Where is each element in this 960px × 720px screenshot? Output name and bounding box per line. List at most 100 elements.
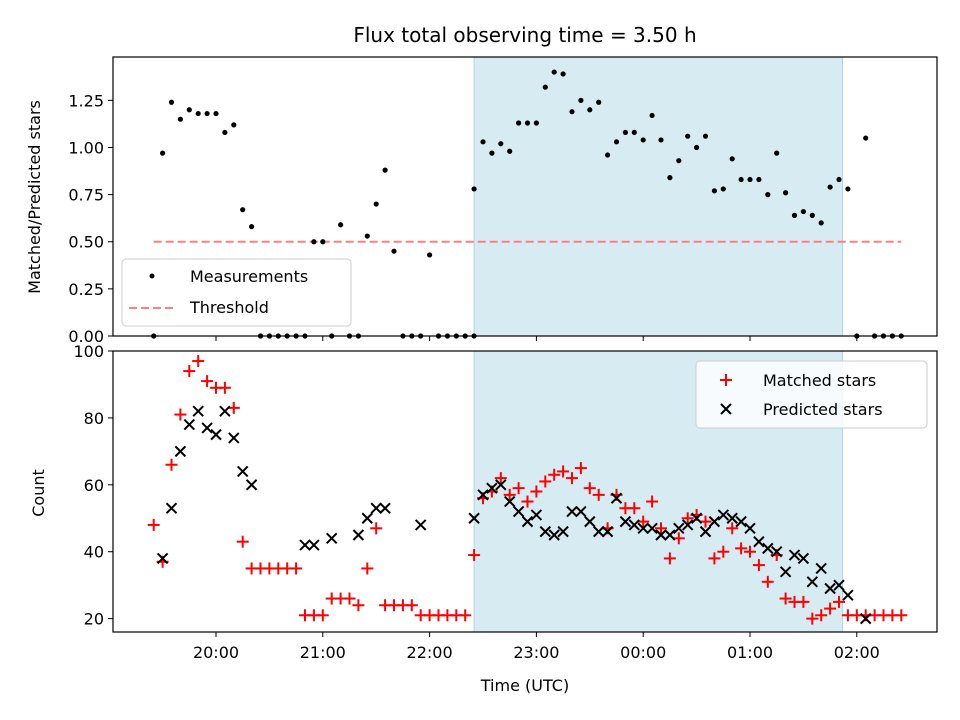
predicted-stars-point <box>584 515 596 528</box>
measurements-point <box>774 150 780 156</box>
matched-stars-point <box>218 381 231 394</box>
bottom-plot-area: 20 40 60 80 100 20:00 21:00 22:00 23:00 00:00 01:0… <box>73 342 938 662</box>
predicted-stars-point <box>690 512 703 524</box>
top-y-tick-label: 0.75 <box>68 186 104 205</box>
matched-stars-point <box>833 595 845 608</box>
predicted-stars-point-b <box>806 576 819 588</box>
predicted-stars-point-b <box>557 525 569 538</box>
measurements-point <box>649 112 655 119</box>
predicted-stars-point <box>753 535 765 548</box>
predicted-stars-point <box>210 428 222 441</box>
predicted-stars-point <box>717 509 730 521</box>
predicted-stars-point <box>192 405 204 417</box>
measurements-point <box>747 176 753 183</box>
measurements-point <box>249 224 255 230</box>
predicted-stars-point-b <box>486 482 498 494</box>
predicted-stars-point <box>245 479 258 491</box>
measurements-point <box>605 152 611 158</box>
predicted-stars-point <box>530 509 543 521</box>
predicted-stars-point-b <box>361 512 374 524</box>
matched-stars-point <box>468 549 481 562</box>
predicted-stars-point-b <box>477 489 489 501</box>
predicted-stars-point <box>762 542 774 555</box>
measurements-point <box>373 201 379 207</box>
matched-stars-point <box>521 495 534 508</box>
bottom-legend: Matched stars Predicted stars <box>695 360 928 429</box>
measurements-point <box>160 150 166 156</box>
measurements-point <box>204 110 210 117</box>
measurements-point <box>320 239 326 245</box>
measurements-point <box>311 239 317 245</box>
predicted-stars-point <box>681 519 694 531</box>
predicted-stars-point <box>673 522 685 535</box>
top-y-axis-label: Matched/Predicted stars <box>25 100 44 294</box>
predicted-stars-point <box>486 482 498 494</box>
predicted-stars-point <box>512 505 525 518</box>
predicted-stars-point-b <box>699 525 712 538</box>
matched-stars-point <box>316 609 329 622</box>
predicted-stars-legend-label: Predicted stars <box>763 400 883 419</box>
predicted-stars-point <box>779 566 792 578</box>
predicted-stars-point <box>628 519 641 531</box>
measurements-point <box>542 84 548 90</box>
predicted-stars-legend-marker <box>720 403 732 415</box>
predicted-stars-point-b <box>379 502 391 514</box>
top-plot-area: 0.00 0.25 0.50 0.75 1.00 1.25 <box>68 56 938 346</box>
predicted-stars-point-b <box>770 546 783 558</box>
measurements-point <box>676 158 682 164</box>
predicted-stars-point-b <box>308 539 320 551</box>
measurements-point <box>596 99 602 105</box>
predicted-stars-point <box>601 525 614 538</box>
predicted-stars-point <box>824 582 836 595</box>
matched-stars-point <box>806 612 819 625</box>
measurements-point <box>391 248 397 254</box>
measurements-point <box>222 129 228 136</box>
measurements-point <box>516 120 522 126</box>
predicted-stars-point-b <box>325 532 338 545</box>
measurements-point <box>480 139 486 145</box>
predicted-stars-point-b <box>495 479 507 491</box>
measurements-point <box>186 107 192 113</box>
predicted-stars-point-b <box>833 579 845 591</box>
measurements-point <box>524 120 531 126</box>
bottom-x-tick-label: 02:00 <box>834 643 880 662</box>
measurements-point <box>729 156 735 162</box>
predicted-stars-point <box>806 576 819 588</box>
matched-stars-point <box>752 559 765 572</box>
predicted-stars-point-b <box>156 552 169 565</box>
predicted-stars-point-b <box>762 542 774 555</box>
matched-stars-point <box>815 609 828 622</box>
predicted-stars-point <box>557 525 569 538</box>
matched-stars-point <box>574 462 587 475</box>
predicted-stars-point <box>503 495 516 508</box>
matched-stars-point <box>174 408 187 421</box>
bottom-x-tick-label: 21:00 <box>300 643 346 662</box>
matched-stars-point <box>290 562 303 575</box>
predicted-stars-point <box>842 589 854 601</box>
predicted-stars-point <box>361 512 374 524</box>
predicted-stars-point <box>468 512 480 524</box>
predicted-stars-point-b <box>503 495 516 508</box>
matched-stars-point <box>539 475 552 488</box>
predicted-stars-point-b <box>236 465 249 478</box>
bottom-y-axis-label: Count <box>29 469 48 517</box>
predicted-stars-point-b <box>646 522 658 535</box>
predicted-stars-point <box>619 515 632 528</box>
matched-stars-point <box>735 542 748 555</box>
top-legend: Measurements Threshold <box>121 258 352 327</box>
matched-stars-point <box>201 375 214 388</box>
predicted-stars-point-b <box>619 515 632 528</box>
matched-stars-point <box>227 401 240 414</box>
predicted-stars-point-b <box>708 515 721 528</box>
measurements-point <box>765 192 771 198</box>
bottom-x-tick-label: 20:00 <box>193 643 239 662</box>
threshold-legend-label: Threshold <box>189 298 269 317</box>
predicted-stars-point-b <box>664 529 676 541</box>
top-y-tick-label: 1.00 <box>68 138 104 157</box>
predicted-stars-point <box>299 539 311 551</box>
top-axes-frame <box>112 56 938 337</box>
bottom-y-tick-label: 40 <box>84 543 104 562</box>
predicted-stars-point-b <box>584 515 596 528</box>
predicted-stars-point-b <box>735 515 747 528</box>
matched-stars-point <box>352 599 365 612</box>
